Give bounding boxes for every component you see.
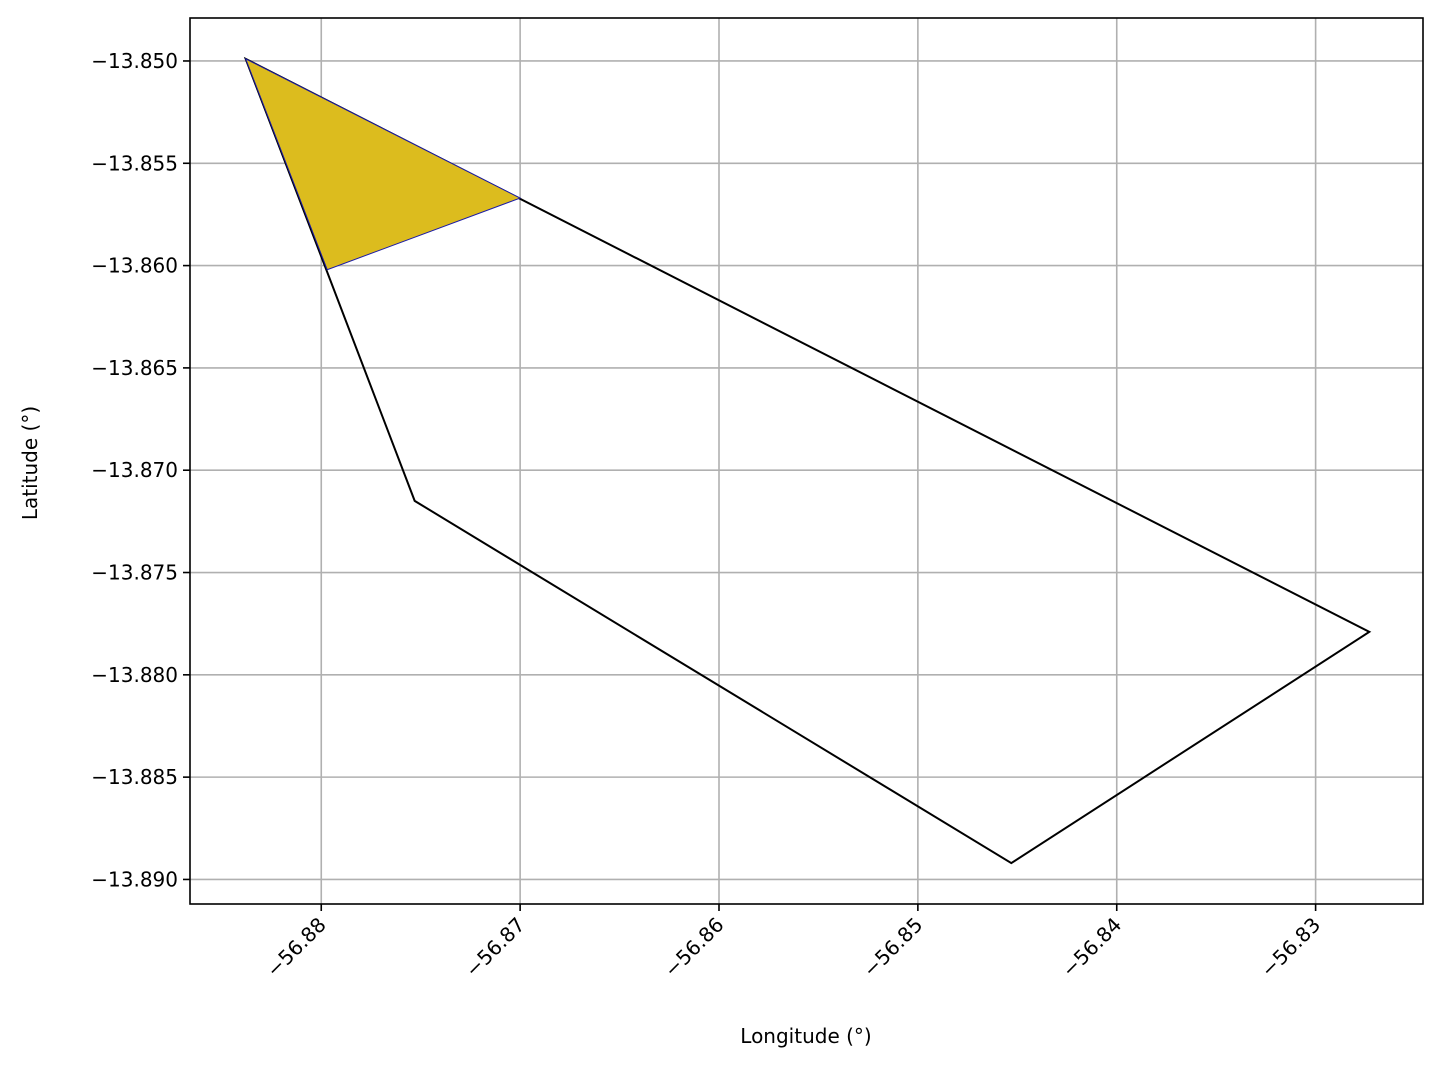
plot-frame <box>189 17 1424 905</box>
y-axis-ticks: −13.850 −13.855 −13.860 −13.865 −13.870 −13.8… <box>91 49 190 891</box>
y-tick-label: −13.880 <box>91 663 178 687</box>
grid-lines <box>190 18 1423 904</box>
x-tick-label: −56.88 <box>261 913 330 982</box>
y-tick-label: −13.870 <box>91 458 178 482</box>
x-tick-label: −56.84 <box>1057 913 1126 982</box>
x-tick-label: −56.86 <box>659 913 728 982</box>
x-tick-label: −56.87 <box>460 913 529 982</box>
x-axis-label: Longitude (°) <box>740 1024 871 1048</box>
highlighted-area-polygon <box>244 57 522 271</box>
y-tick-label: −13.885 <box>91 765 178 789</box>
y-tick-label: −13.855 <box>91 151 178 175</box>
y-tick-label: −13.875 <box>91 561 178 585</box>
y-axis-label: Latitude (°) <box>18 406 42 520</box>
x-tick-label: −56.85 <box>858 913 927 982</box>
y-tick-label: −13.850 <box>91 49 178 73</box>
x-axis-ticks: −56.88 −56.87 −56.86 −56.85 −56.84 −56.83 <box>261 904 1325 982</box>
x-tick-label: −56.83 <box>1256 913 1325 982</box>
y-tick-label: −13.865 <box>91 356 178 380</box>
polygon-layer <box>243 56 1372 865</box>
y-tick-label: −13.860 <box>91 254 178 278</box>
boundary-polygon <box>243 56 1372 865</box>
y-tick-label: −13.890 <box>91 867 178 891</box>
